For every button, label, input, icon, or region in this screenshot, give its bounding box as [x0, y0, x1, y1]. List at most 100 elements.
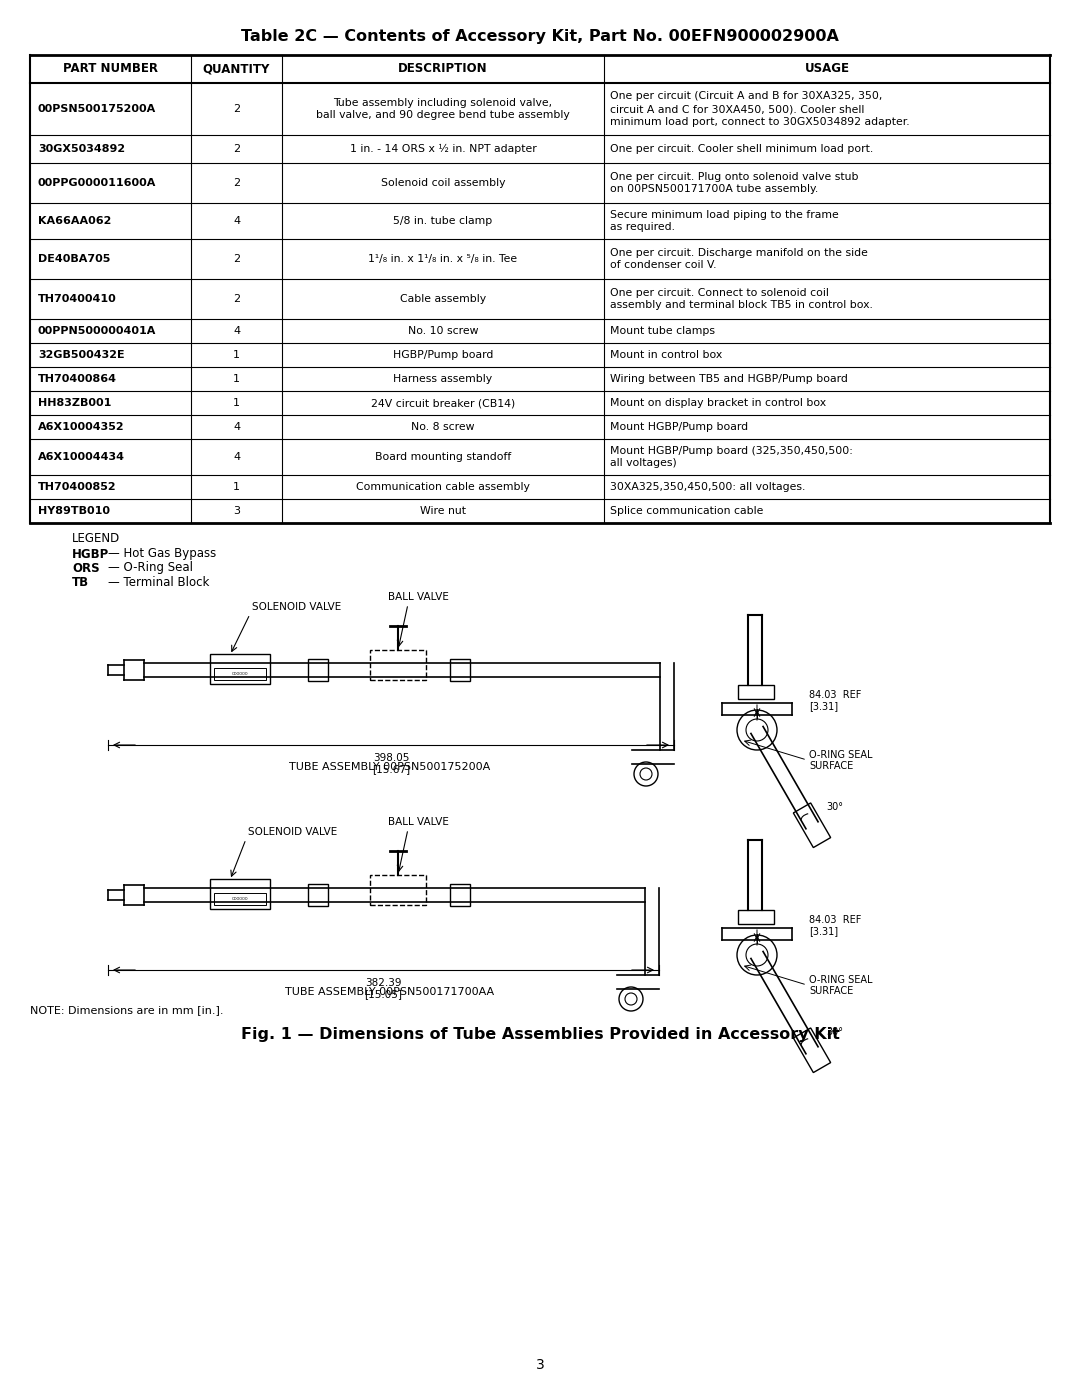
Text: HH83ZB001: HH83ZB001: [38, 398, 111, 408]
Text: TUBE ASSEMBLY 00PSN500171700AA: TUBE ASSEMBLY 00PSN500171700AA: [285, 988, 495, 997]
Text: KA66AA062: KA66AA062: [38, 217, 111, 226]
Text: QUANTITY: QUANTITY: [203, 63, 270, 75]
Text: Harness assembly: Harness assembly: [393, 374, 492, 384]
Bar: [738, 909, 774, 923]
Text: — Terminal Block: — Terminal Block: [108, 576, 210, 588]
Text: [3.31]: [3.31]: [809, 926, 838, 936]
Text: One per circuit. Connect to solenoid coil: One per circuit. Connect to solenoid coi…: [610, 288, 828, 298]
Text: OOOOOO: OOOOOO: [232, 897, 248, 901]
Text: 30XA325,350,450,500: all voltages.: 30XA325,350,450,500: all voltages.: [610, 482, 806, 492]
Text: 84.03  REF: 84.03 REF: [809, 915, 862, 925]
Text: 30°: 30°: [826, 802, 843, 812]
Text: TH70400864: TH70400864: [38, 374, 117, 384]
Text: Cable assembly: Cable assembly: [400, 293, 486, 305]
Text: 00PSN500175200A: 00PSN500175200A: [38, 103, 157, 115]
Text: Splice communication cable: Splice communication cable: [610, 506, 764, 515]
Text: SOLENOID VALVE: SOLENOID VALVE: [252, 602, 341, 612]
Text: 1: 1: [233, 482, 240, 492]
Text: 3: 3: [536, 1358, 544, 1372]
Text: 84.03  REF: 84.03 REF: [809, 690, 862, 700]
Text: 2: 2: [233, 254, 240, 264]
Bar: [308, 884, 328, 907]
Text: [3.31]: [3.31]: [809, 701, 838, 711]
Text: 2: 2: [233, 103, 240, 115]
Bar: [450, 659, 470, 680]
Text: USAGE: USAGE: [805, 63, 850, 75]
Text: One per circuit. Plug onto solenoid valve stub: One per circuit. Plug onto solenoid valv…: [610, 172, 859, 182]
Text: BALL VALVE: BALL VALVE: [388, 592, 449, 602]
Text: PART NUMBER: PART NUMBER: [63, 63, 158, 75]
Bar: [214, 893, 266, 905]
Text: 4: 4: [233, 326, 240, 337]
Text: Fig. 1 — Dimensions of Tube Assemblies Provided in Accessory Kit: Fig. 1 — Dimensions of Tube Assemblies P…: [241, 1027, 839, 1042]
Text: Solenoid coil assembly: Solenoid coil assembly: [381, 177, 505, 189]
Text: 32GB500432E: 32GB500432E: [38, 351, 124, 360]
Text: Wiring between TB5 and HGBP/Pump board: Wiring between TB5 and HGBP/Pump board: [610, 374, 848, 384]
Text: Mount in control box: Mount in control box: [610, 351, 723, 360]
Text: HY89TB010: HY89TB010: [38, 506, 110, 515]
Bar: [370, 875, 426, 905]
Text: 2: 2: [233, 144, 240, 154]
Text: Table 2C — Contents of Accessory Kit, Part No. 00EFN900002900A: Table 2C — Contents of Accessory Kit, Pa…: [241, 28, 839, 43]
Text: 2: 2: [233, 177, 240, 189]
Text: 5/8 in. tube clamp: 5/8 in. tube clamp: [393, 217, 492, 226]
Text: 2: 2: [233, 293, 240, 305]
Text: Mount HGBP/Pump board (325,350,450,500:: Mount HGBP/Pump board (325,350,450,500:: [610, 446, 853, 455]
Text: Board mounting standoff: Board mounting standoff: [375, 453, 511, 462]
Text: SOLENOID VALVE: SOLENOID VALVE: [248, 827, 337, 837]
Text: Communication cable assembly: Communication cable assembly: [356, 482, 530, 492]
Text: 1: 1: [233, 374, 240, 384]
Text: 00PPN500000401A: 00PPN500000401A: [38, 326, 157, 337]
Bar: [738, 685, 774, 698]
Text: Tube assembly including solenoid valve,: Tube assembly including solenoid valve,: [334, 98, 553, 108]
Text: LEGEND: LEGEND: [72, 532, 120, 545]
Text: No. 8 screw: No. 8 screw: [411, 422, 475, 432]
Text: 24V circuit breaker (CB14): 24V circuit breaker (CB14): [370, 398, 515, 408]
Text: BALL VALVE: BALL VALVE: [388, 817, 449, 827]
Text: HGBP/Pump board: HGBP/Pump board: [393, 351, 494, 360]
Text: SURFACE: SURFACE: [809, 761, 853, 771]
Text: TUBE ASSEMBLY 00PSN500175200A: TUBE ASSEMBLY 00PSN500175200A: [289, 761, 490, 773]
Text: SURFACE: SURFACE: [809, 986, 853, 996]
Text: 00PPG000011600A: 00PPG000011600A: [38, 177, 157, 189]
Text: 1: 1: [233, 351, 240, 360]
Text: HGBP: HGBP: [72, 548, 109, 560]
Text: Mount tube clamps: Mount tube clamps: [610, 326, 715, 337]
Text: all voltages): all voltages): [610, 458, 677, 468]
Text: 1¹/₈ in. x 1¹/₈ in. x ⁵/₈ in. Tee: 1¹/₈ in. x 1¹/₈ in. x ⁵/₈ in. Tee: [368, 254, 517, 264]
Text: on 00PSN500171700A tube assembly.: on 00PSN500171700A tube assembly.: [610, 184, 819, 194]
Text: A6X10004434: A6X10004434: [38, 453, 125, 462]
Text: 4: 4: [233, 422, 240, 432]
Text: 4: 4: [233, 453, 240, 462]
Text: 3: 3: [233, 506, 240, 515]
Text: 4: 4: [233, 217, 240, 226]
Bar: [210, 879, 270, 909]
Text: as required.: as required.: [610, 222, 675, 232]
Text: NOTE: Dimensions are in mm [in.].: NOTE: Dimensions are in mm [in.].: [30, 1004, 224, 1016]
Text: 30GX5034892: 30GX5034892: [38, 144, 125, 154]
Text: Secure minimum load piping to the frame: Secure minimum load piping to the frame: [610, 210, 839, 219]
Text: O-RING SEAL: O-RING SEAL: [809, 750, 873, 760]
Bar: [370, 650, 426, 680]
Text: circuit A and C for 30XA450, 500). Cooler shell: circuit A and C for 30XA450, 500). Coole…: [610, 103, 864, 115]
Bar: [210, 654, 270, 685]
Text: No. 10 screw: No. 10 screw: [408, 326, 478, 337]
Bar: [214, 668, 266, 680]
Text: [15.05]: [15.05]: [365, 989, 403, 999]
Text: [15.67]: [15.67]: [372, 764, 410, 774]
Text: One per circuit. Discharge manifold on the side: One per circuit. Discharge manifold on t…: [610, 247, 868, 257]
Text: O-RING SEAL: O-RING SEAL: [809, 975, 873, 985]
Text: of condenser coil V.: of condenser coil V.: [610, 260, 716, 271]
Text: Mount on display bracket in control box: Mount on display bracket in control box: [610, 398, 826, 408]
Text: ORS: ORS: [72, 562, 99, 574]
Text: — O-Ring Seal: — O-Ring Seal: [108, 562, 193, 574]
Text: assembly and terminal block TB5 in control box.: assembly and terminal block TB5 in contr…: [610, 300, 873, 310]
Text: OOOOOO: OOOOOO: [232, 672, 248, 676]
Bar: [794, 803, 831, 848]
Bar: [308, 659, 328, 680]
Bar: [450, 884, 470, 907]
Text: One per circuit (Circuit A and B for 30XA325, 350,: One per circuit (Circuit A and B for 30X…: [610, 91, 882, 101]
Text: 382.39: 382.39: [365, 978, 402, 988]
Text: — Hot Gas Bypass: — Hot Gas Bypass: [108, 548, 216, 560]
Text: 30°: 30°: [826, 1027, 843, 1037]
